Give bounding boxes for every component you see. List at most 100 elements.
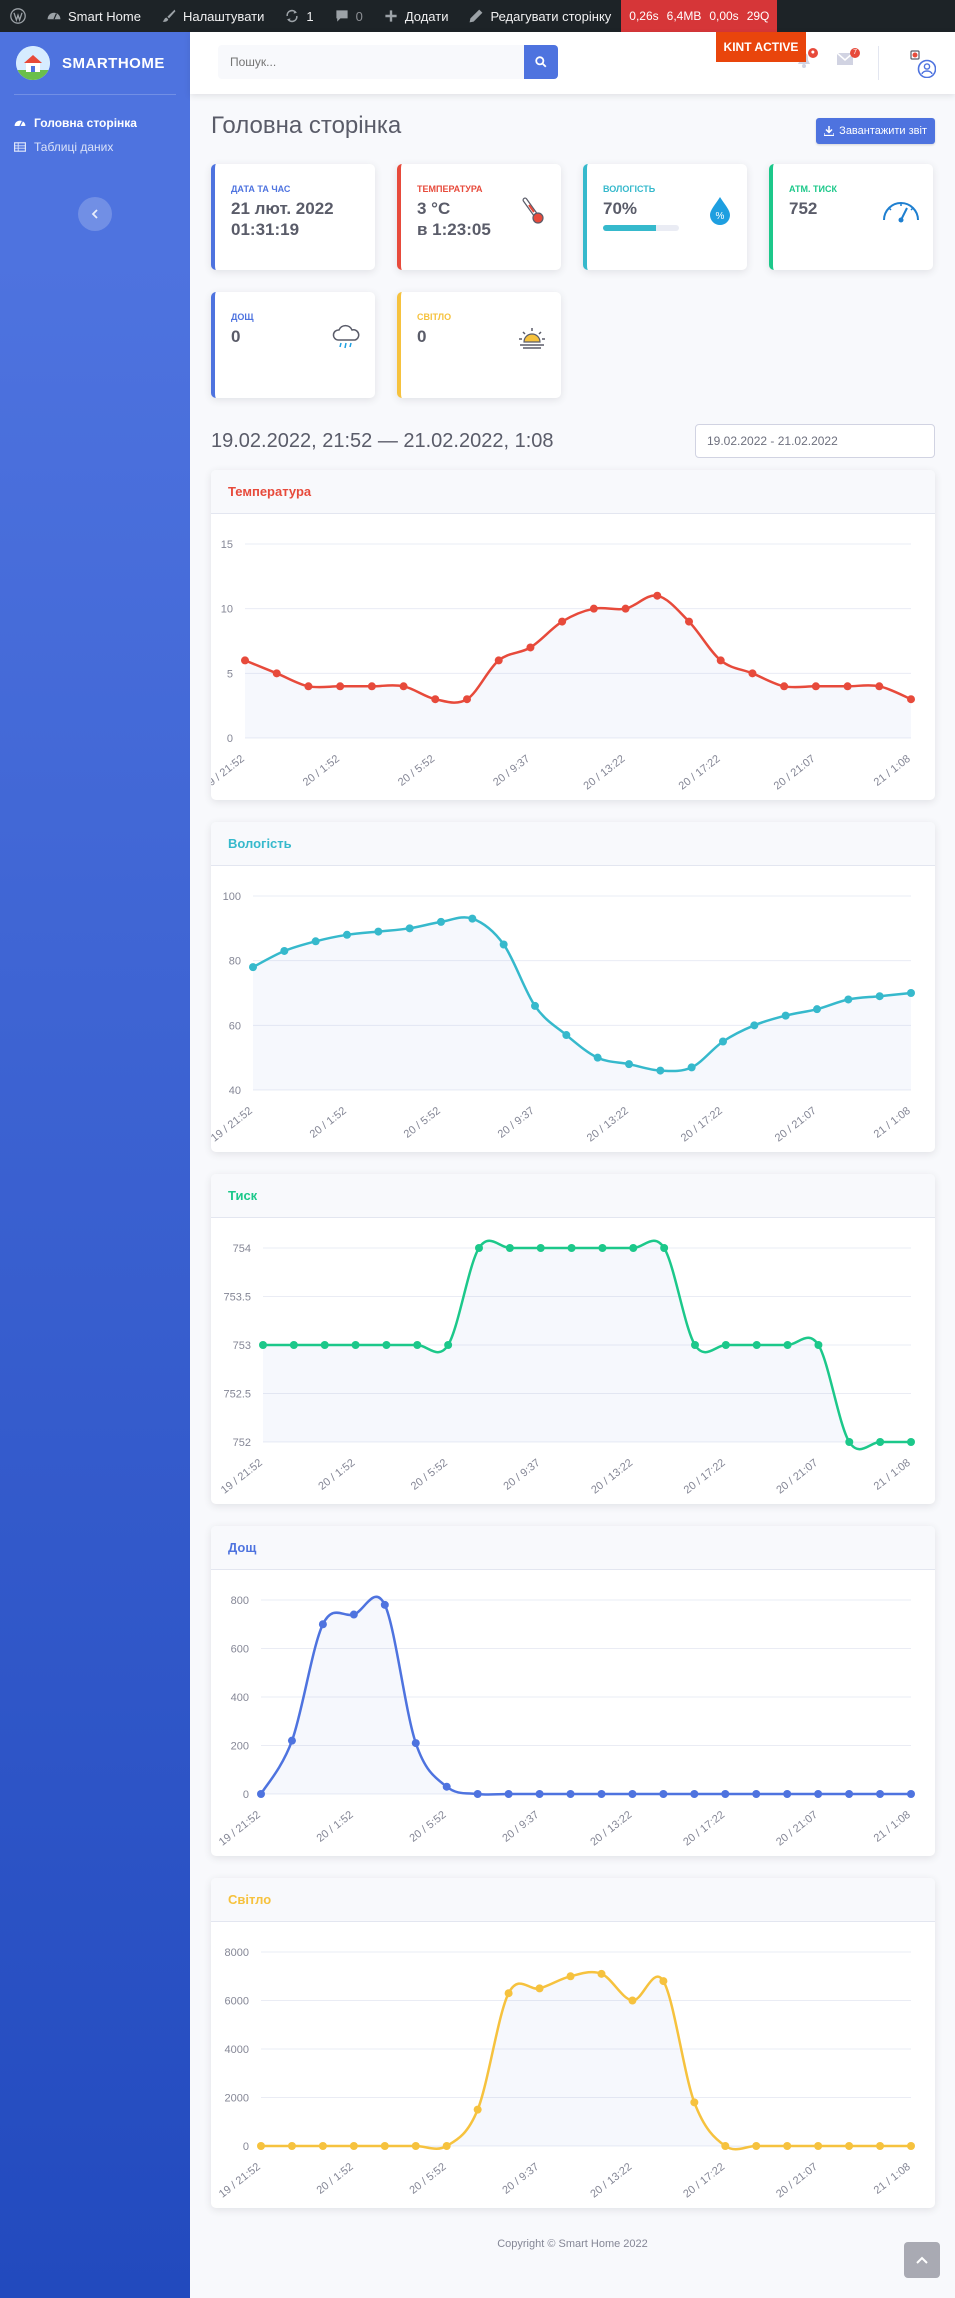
- data-point[interactable]: [752, 1790, 761, 1798]
- data-point[interactable]: [687, 1063, 696, 1072]
- data-point[interactable]: [562, 1031, 571, 1040]
- data-point[interactable]: [473, 2105, 482, 2114]
- data-point[interactable]: [304, 682, 313, 691]
- sidebar-item-home[interactable]: Головна сторінка: [0, 111, 190, 135]
- data-point[interactable]: [287, 2142, 296, 2150]
- data-point[interactable]: [535, 1790, 544, 1798]
- wp-add-new[interactable]: Додати: [373, 0, 459, 32]
- data-point[interactable]: [721, 1341, 730, 1349]
- data-point[interactable]: [907, 2142, 915, 2150]
- sidebar-toggle-button[interactable]: [78, 197, 112, 231]
- data-point[interactable]: [783, 1341, 792, 1349]
- data-point[interactable]: [845, 1438, 854, 1446]
- data-point[interactable]: [349, 1610, 358, 1619]
- data-point[interactable]: [593, 1053, 602, 1062]
- data-point[interactable]: [431, 695, 440, 704]
- data-point[interactable]: [845, 1790, 854, 1798]
- data-point[interactable]: [691, 1341, 699, 1349]
- data-point[interactable]: [473, 1790, 482, 1798]
- data-point[interactable]: [621, 604, 630, 613]
- data-point[interactable]: [685, 617, 693, 626]
- data-point[interactable]: [374, 927, 383, 936]
- data-point[interactable]: [535, 1984, 544, 1993]
- data-point[interactable]: [526, 643, 535, 652]
- data-point[interactable]: [442, 2142, 451, 2150]
- data-point[interactable]: [311, 937, 320, 946]
- data-point[interactable]: [343, 930, 351, 939]
- data-point[interactable]: [589, 604, 598, 613]
- data-point[interactable]: [721, 2142, 730, 2150]
- data-point[interactable]: [656, 1066, 665, 1075]
- data-point[interactable]: [876, 1790, 885, 1798]
- kint-active-badge[interactable]: KINT ACTIVE: [716, 32, 806, 62]
- data-point[interactable]: [405, 924, 414, 933]
- data-point[interactable]: [814, 1790, 823, 1798]
- data-point[interactable]: [845, 2142, 854, 2150]
- data-point[interactable]: [875, 682, 884, 691]
- sidebar-brand[interactable]: SMARTHOME: [0, 32, 190, 94]
- data-point[interactable]: [876, 1438, 885, 1446]
- data-point[interactable]: [411, 2142, 420, 2150]
- data-point[interactable]: [351, 1341, 360, 1349]
- data-point[interactable]: [752, 2142, 761, 2150]
- data-point[interactable]: [318, 1620, 327, 1629]
- data-point[interactable]: [380, 2142, 389, 2150]
- user-dropdown[interactable]: [904, 46, 937, 83]
- wp-logo-menu[interactable]: [0, 0, 36, 32]
- data-point[interactable]: [659, 1790, 668, 1798]
- data-point[interactable]: [781, 1011, 790, 1020]
- data-point[interactable]: [783, 1790, 792, 1798]
- wp-updates[interactable]: 1: [274, 0, 323, 32]
- data-point[interactable]: [320, 1341, 329, 1349]
- data-point[interactable]: [750, 1021, 759, 1030]
- data-point[interactable]: [907, 1438, 915, 1446]
- data-point[interactable]: [505, 1244, 514, 1252]
- data-point[interactable]: [721, 1790, 730, 1798]
- data-point[interactable]: [336, 682, 345, 691]
- data-point[interactable]: [399, 682, 408, 691]
- data-point[interactable]: [380, 1600, 389, 1609]
- data-point[interactable]: [382, 1341, 391, 1349]
- data-point[interactable]: [241, 656, 249, 665]
- data-point[interactable]: [257, 1790, 265, 1798]
- data-point[interactable]: [468, 914, 477, 923]
- data-point[interactable]: [437, 917, 445, 926]
- data-point[interactable]: [813, 1005, 821, 1014]
- data-point[interactable]: [625, 1060, 633, 1069]
- data-point[interactable]: [536, 1244, 545, 1252]
- data-point[interactable]: [814, 2142, 823, 2150]
- data-point[interactable]: [463, 695, 471, 704]
- wp-comments[interactable]: 0: [324, 0, 373, 32]
- data-point[interactable]: [844, 995, 853, 1004]
- data-point[interactable]: [716, 656, 725, 665]
- data-point[interactable]: [289, 1341, 298, 1349]
- data-point[interactable]: [876, 2142, 885, 2150]
- data-point[interactable]: [442, 1782, 451, 1791]
- data-point[interactable]: [257, 2142, 265, 2150]
- search-button[interactable]: [524, 45, 558, 79]
- data-point[interactable]: [660, 1244, 669, 1252]
- data-point[interactable]: [504, 1989, 513, 1998]
- data-point[interactable]: [566, 1972, 575, 1981]
- data-point[interactable]: [719, 1037, 727, 1046]
- data-point[interactable]: [280, 946, 289, 955]
- data-point[interactable]: [814, 1341, 823, 1349]
- data-point[interactable]: [780, 682, 789, 691]
- messages-dropdown[interactable]: 7: [836, 48, 860, 71]
- data-point[interactable]: [475, 1244, 483, 1252]
- data-point[interactable]: [875, 992, 884, 1001]
- wp-site-name[interactable]: Smart Home: [36, 0, 151, 32]
- scroll-to-top-button[interactable]: [904, 2242, 940, 2278]
- data-point[interactable]: [653, 591, 662, 600]
- data-point[interactable]: [499, 940, 508, 949]
- data-point[interactable]: [504, 1790, 513, 1798]
- sidebar-item-tables[interactable]: Таблиці даних: [0, 135, 190, 159]
- data-point[interactable]: [690, 1790, 699, 1798]
- data-point[interactable]: [272, 669, 281, 678]
- data-point[interactable]: [628, 1790, 637, 1798]
- wp-customize[interactable]: Налаштувати: [151, 0, 274, 32]
- data-point[interactable]: [494, 656, 503, 665]
- data-point[interactable]: [558, 617, 567, 626]
- date-range-input[interactable]: [695, 424, 935, 458]
- data-point[interactable]: [287, 1736, 296, 1745]
